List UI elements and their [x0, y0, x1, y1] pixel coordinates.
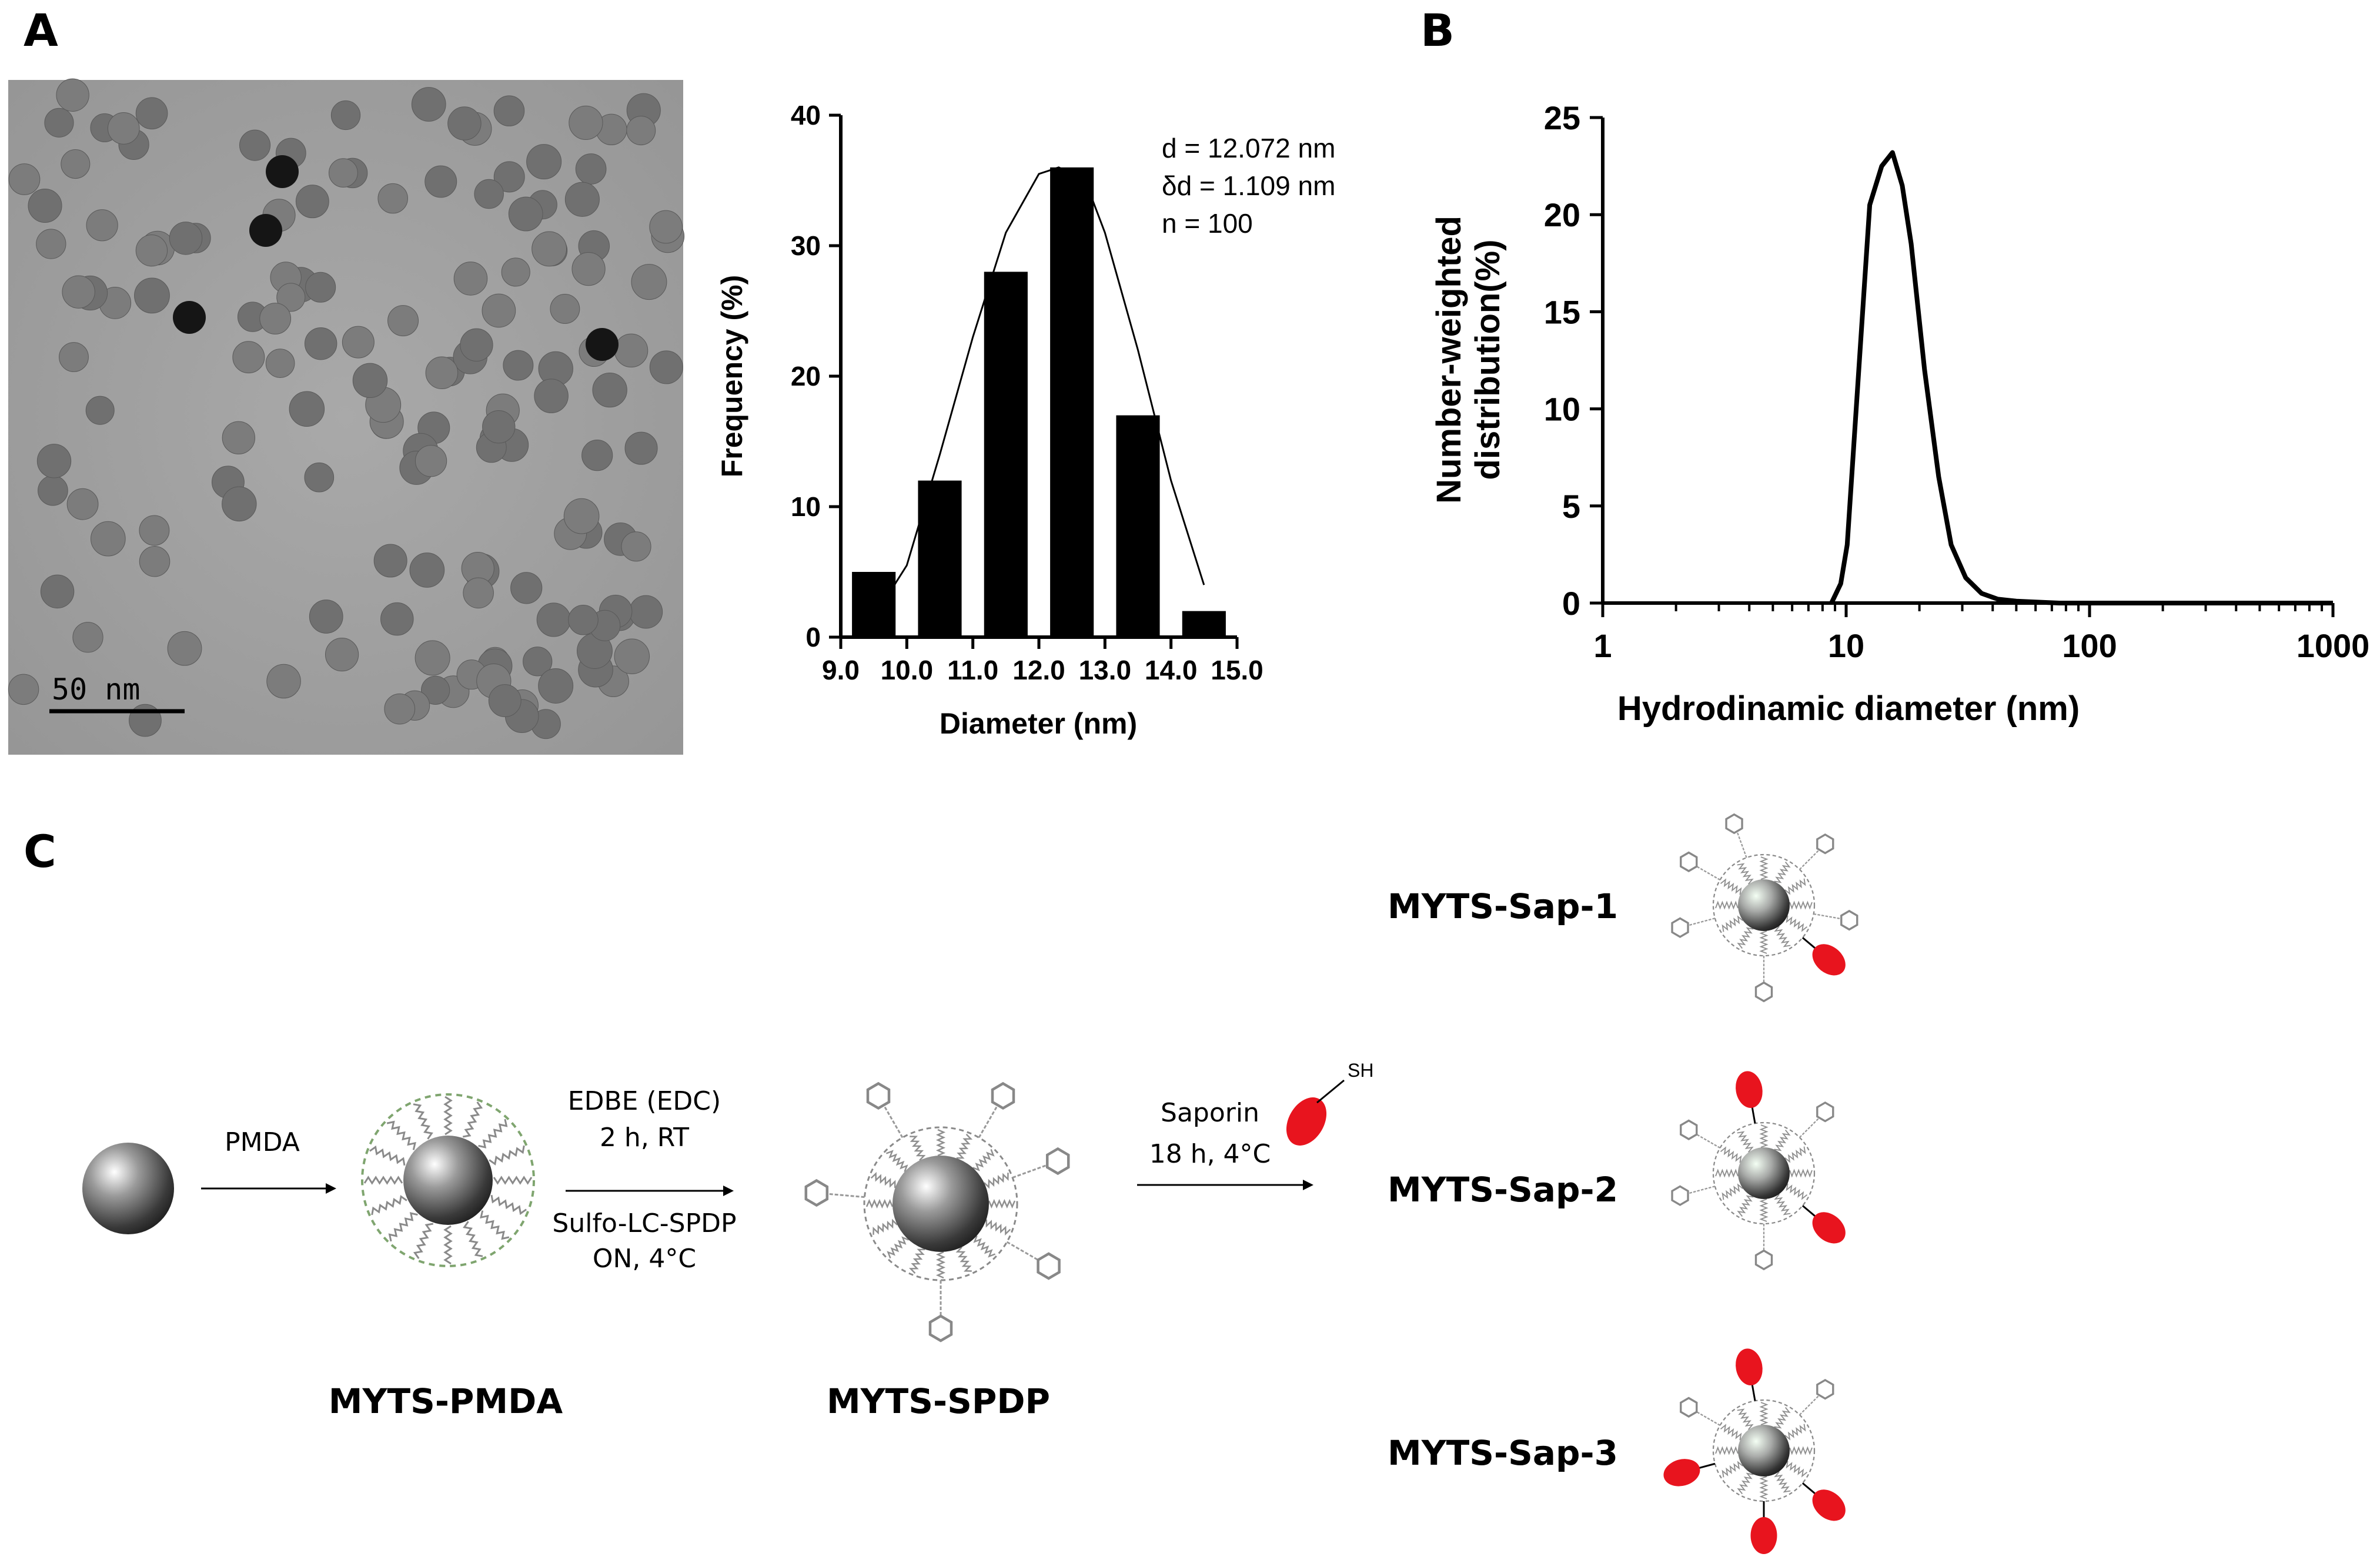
arrow-step2-head	[723, 1186, 734, 1196]
dls-x-tick-label: 1	[1593, 627, 1612, 664]
dls-y-tick-label: 15	[1544, 293, 1580, 330]
label-myts-sap-2: MYTS-Sap-2	[1388, 1170, 1618, 1210]
dls-x-ticks: 1 10 100 1000	[1593, 603, 2369, 664]
panel-letter-b: B	[1420, 4, 1455, 56]
step2-reagent-line3: Sulfo-LC-SPDP	[552, 1208, 736, 1238]
histogram-y-tick-label: 40	[791, 100, 821, 130]
histogram-bar	[852, 572, 896, 637]
arrow-step1-head	[326, 1183, 336, 1194]
histogram-x-tick-label: 14.0	[1145, 655, 1198, 685]
saporin-thiol-bond	[1316, 1079, 1345, 1104]
dls-x-tick-label: 100	[2062, 627, 2117, 664]
histogram-x-tick-label: 9.0	[822, 655, 860, 685]
saporin-unit	[1663, 1459, 1700, 1486]
dls-x-tick-label: 10	[1828, 627, 1864, 664]
step2-reagent-line1: EDBE (EDC)	[568, 1086, 721, 1116]
saporin-unit	[1812, 1212, 1846, 1244]
dls-axes	[1601, 118, 2333, 605]
dls-y-tick-label: 20	[1544, 196, 1580, 233]
step2-reagent-line2: 2 h, RT	[600, 1123, 689, 1153]
pmda-coated-nanoparticle	[361, 1093, 535, 1267]
saporin-unit	[1736, 1348, 1763, 1385]
dls-y-tick-label: 25	[1544, 99, 1580, 136]
synthesis-scheme: PMDA MYTS-PMDA EDBE (EDC) 2 h, RT Sulfo-…	[82, 813, 1858, 1554]
annotation-count: n = 100	[1162, 208, 1253, 239]
myts-sap-2-particle	[1671, 1071, 1846, 1270]
tem-scale-label: 50 nm	[52, 672, 141, 707]
label-myts-sap-3: MYTS-Sap-3	[1388, 1433, 1618, 1473]
myts-sap-1-particle	[1671, 813, 1858, 1002]
arrow-step3-head	[1303, 1180, 1313, 1190]
spdp-nanoparticle	[806, 1083, 1068, 1341]
saporin-unit	[1812, 944, 1846, 976]
dls-x-label: Hydrodinamic diameter (nm)	[1617, 689, 2080, 728]
myts-sap-3-particle	[1663, 1348, 1846, 1554]
panel-letter-c: C	[24, 825, 56, 878]
histogram-bar	[1116, 415, 1160, 637]
histogram-x-tick-label: 12.0	[1012, 655, 1065, 685]
dls-y-tick-label: 5	[1562, 488, 1580, 525]
histogram-bar	[918, 480, 962, 637]
step2-reagent-line4: ON, 4°C	[593, 1244, 696, 1274]
histogram-x-tick-label: 15.0	[1211, 655, 1263, 685]
dls-chart: 1 10 100 1000 0 5 10 15 20 25 Hydrodinamic diame…	[1430, 99, 2369, 728]
annotation-mean-diameter: d = 12.072 nm	[1162, 133, 1335, 163]
thiol-label: SH	[1348, 1060, 1373, 1081]
histogram-bar	[1182, 611, 1226, 637]
step3-reagent-line1: Saporin	[1161, 1098, 1259, 1128]
dls-y-label-line2: distribution(%)	[1469, 239, 1507, 480]
histogram-x-tick-label: 11.0	[947, 655, 998, 685]
dls-y-tick-label: 0	[1562, 585, 1580, 622]
histogram-x-ticks: 9.0 10.0 11.0 12.0 13.0 14.0 15.0	[822, 637, 1263, 685]
dls-distribution-line	[1829, 150, 2333, 605]
histogram-y-tick-label: 0	[805, 622, 821, 652]
label-myts-spdp: MYTS-SPDP	[827, 1381, 1050, 1421]
step3-reagent-line2: 18 h, 4°C	[1149, 1139, 1271, 1169]
dls-x-tick-label: 1000	[2297, 627, 2370, 664]
histogram-x-tick-label: 13.0	[1079, 655, 1132, 685]
annotation-std-diameter: δd = 1.109 nm	[1162, 170, 1335, 201]
histogram-x-label: Diameter (nm)	[940, 707, 1137, 740]
saporin-unit	[1812, 1489, 1846, 1521]
histogram-bar	[984, 272, 1028, 637]
gaussian-fit-curve	[873, 166, 1205, 618]
step1-reagent: PMDA	[225, 1127, 300, 1157]
histogram-y-ticks: 0 10 20 30 40	[791, 100, 841, 652]
label-myts-sap-1: MYTS-Sap-1	[1388, 886, 1618, 926]
tem-micrograph: 50 nm	[8, 78, 685, 755]
label-myts-pmda: MYTS-PMDA	[329, 1381, 563, 1421]
panel-letter-a: A	[24, 4, 58, 56]
histogram-y-tick-label: 10	[791, 491, 821, 522]
dls-y-ticks: 0 5 10 15 20 25	[1544, 99, 1603, 622]
histogram-y-label: Frequency (%)	[716, 275, 748, 478]
dls-y-tick-label: 10	[1544, 391, 1580, 428]
histogram-x-tick-label: 10.0	[881, 655, 934, 685]
saporin-unit	[1736, 1071, 1763, 1108]
bare-nanoparticle	[82, 1143, 174, 1234]
dls-y-label-line1: Number-weighted	[1430, 216, 1468, 504]
histogram-bars	[852, 167, 1226, 637]
saporin-protein	[1286, 1097, 1327, 1146]
histogram-y-tick-label: 20	[791, 361, 821, 391]
saporin-unit	[1750, 1517, 1777, 1554]
tem-nanoparticles	[8, 78, 685, 739]
histogram-y-tick-label: 30	[791, 230, 821, 261]
histogram-chart: 9.0 10.0 11.0 12.0 13.0 14.0 15.0 0 10 20 30 40 Di…	[716, 100, 1335, 740]
histogram-bar	[1050, 167, 1094, 637]
